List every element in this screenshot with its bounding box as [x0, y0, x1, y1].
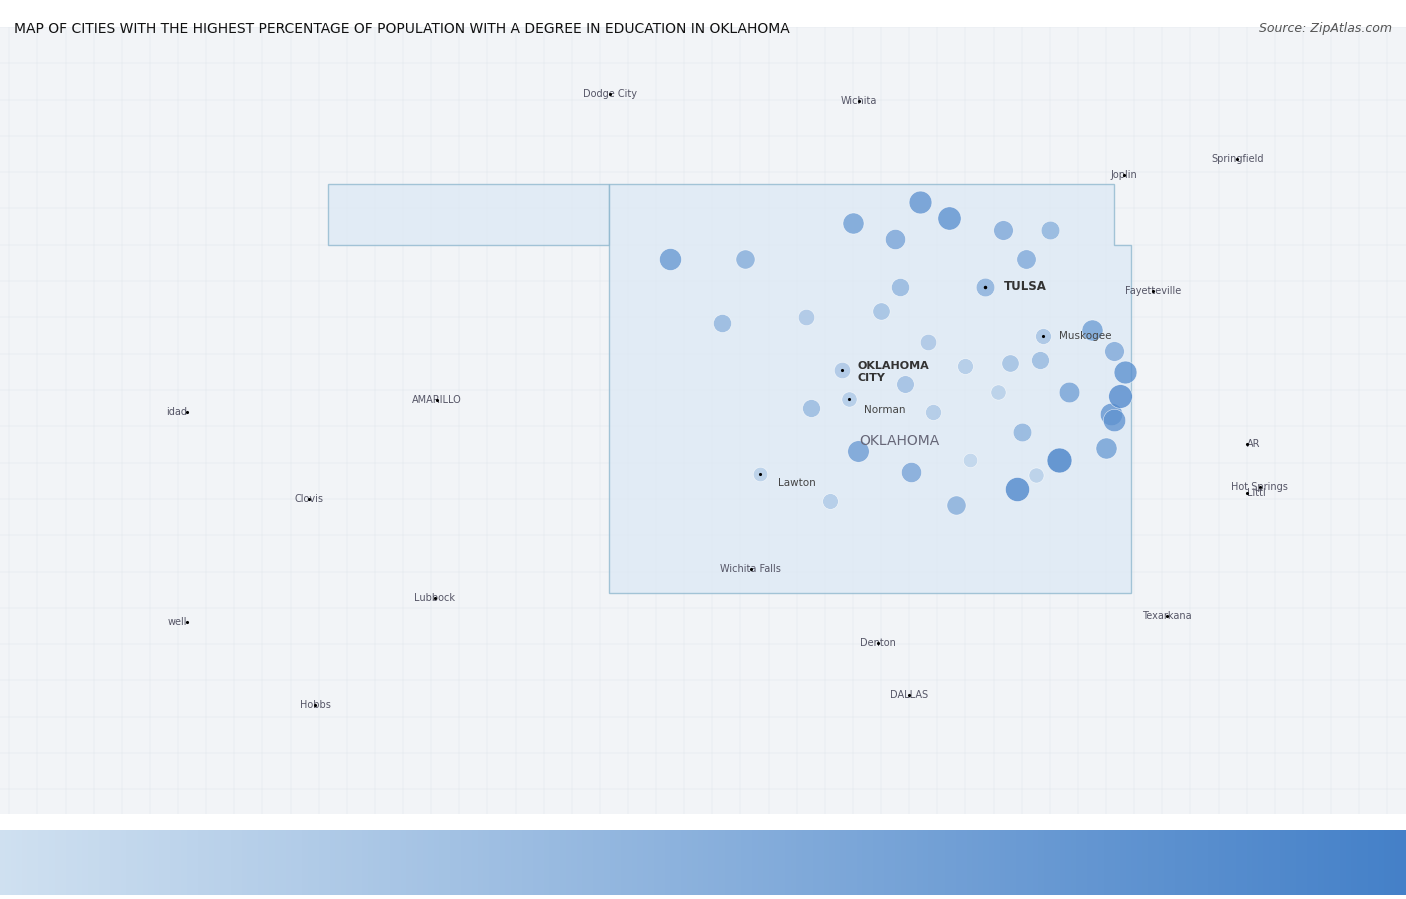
Text: MAP OF CITIES WITH THE HIGHEST PERCENTAGE OF POPULATION WITH A DEGREE IN EDUCATI: MAP OF CITIES WITH THE HIGHEST PERCENTAG…: [14, 22, 790, 37]
Text: Littl: Littl: [1247, 488, 1265, 498]
Point: [991, 223, 1014, 237]
Point: [893, 377, 915, 391]
Text: idad: idad: [166, 407, 187, 417]
Point: [1102, 344, 1125, 359]
Point: [1005, 482, 1028, 496]
Text: Muskogee: Muskogee: [1059, 331, 1112, 341]
Point: [1114, 365, 1136, 379]
Point: [831, 362, 853, 377]
Text: DALLAS: DALLAS: [890, 690, 928, 700]
Text: AR: AR: [1247, 440, 1260, 450]
Point: [800, 401, 823, 415]
Point: [1032, 329, 1054, 343]
Text: Hot Springs: Hot Springs: [1232, 482, 1288, 492]
Point: [846, 443, 869, 458]
Point: [987, 386, 1010, 400]
Point: [1015, 252, 1038, 266]
Text: Springfield: Springfield: [1211, 154, 1264, 164]
Point: [749, 467, 772, 481]
Point: [974, 280, 997, 294]
Point: [1047, 453, 1070, 467]
Point: [1095, 441, 1118, 455]
Point: [910, 195, 932, 209]
Point: [1039, 223, 1062, 237]
Text: Hobbs: Hobbs: [299, 699, 330, 709]
Point: [945, 498, 967, 512]
Point: [1000, 356, 1022, 370]
Text: AMARILLO: AMARILLO: [412, 395, 461, 405]
Point: [842, 216, 865, 230]
Polygon shape: [609, 184, 1132, 593]
Point: [734, 252, 756, 266]
Point: [710, 316, 733, 331]
Point: [1029, 352, 1052, 367]
Point: [938, 211, 960, 226]
Text: Denton: Denton: [860, 638, 896, 648]
Text: Dodge City: Dodge City: [583, 88, 637, 99]
Text: Clovis: Clovis: [295, 494, 323, 504]
Text: Wichita: Wichita: [841, 96, 877, 106]
Point: [870, 304, 893, 318]
Point: [794, 310, 817, 325]
Point: [917, 334, 939, 349]
Point: [1102, 413, 1125, 427]
Text: Lubbock: Lubbock: [415, 593, 456, 603]
Point: [889, 280, 911, 294]
Polygon shape: [328, 184, 609, 245]
Point: [1109, 389, 1132, 404]
Text: well: well: [167, 618, 187, 628]
Text: Fayetteville: Fayetteville: [1125, 286, 1181, 296]
Text: Norman: Norman: [865, 405, 905, 414]
Point: [659, 252, 682, 266]
Point: [1057, 386, 1080, 400]
Text: Source: ZipAtlas.com: Source: ZipAtlas.com: [1258, 22, 1392, 35]
Point: [1011, 425, 1033, 440]
Point: [955, 359, 977, 373]
Point: [900, 465, 922, 479]
Point: [1099, 407, 1122, 422]
Text: Wichita Falls: Wichita Falls: [720, 565, 782, 574]
Point: [1025, 467, 1047, 482]
Text: Texarkana: Texarkana: [1142, 611, 1192, 621]
Text: OKLAHOMA
CITY: OKLAHOMA CITY: [858, 361, 929, 383]
Text: OKLAHOMA: OKLAHOMA: [859, 434, 941, 448]
Point: [1081, 323, 1104, 337]
Text: TULSA: TULSA: [1004, 280, 1046, 293]
Point: [921, 405, 943, 419]
Text: Lawton: Lawton: [778, 478, 815, 488]
Point: [818, 494, 841, 509]
Point: [884, 232, 907, 246]
Point: [959, 453, 981, 467]
Point: [838, 392, 860, 406]
Text: Joplin: Joplin: [1111, 170, 1137, 180]
